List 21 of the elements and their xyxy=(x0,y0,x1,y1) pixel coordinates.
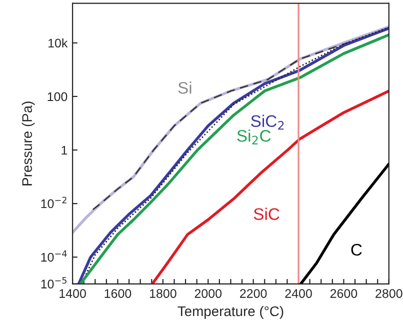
series-label: Si$_{2}$C xyxy=(237,130,271,144)
x-tick-label: 2800 xyxy=(376,289,402,298)
x-tick-label: 1800 xyxy=(150,289,176,298)
y-tick-label: 10$^{−2}$ xyxy=(41,196,66,208)
y-tick-label: 10$^{−5}$ xyxy=(41,277,66,288)
series-label: C xyxy=(351,244,362,256)
x-tick-label: 2200 xyxy=(240,289,267,298)
series-label: Si xyxy=(178,82,192,94)
series-label: SiC xyxy=(254,208,280,220)
x-tick-label: 1600 xyxy=(104,289,132,298)
x-axis-title: Temperature (°C) xyxy=(178,306,284,319)
y-tick-label: 10$^{−4}$ xyxy=(41,250,67,262)
y-tick-label: 100 xyxy=(48,92,68,102)
x-tick-label: 1400 xyxy=(60,289,86,298)
x-tick-label: 2400 xyxy=(285,289,312,298)
y-tick-label: 10k xyxy=(48,38,68,48)
x-tick-label: 2000 xyxy=(194,289,222,298)
y-tick-label: 1 xyxy=(62,146,68,155)
y-axis-title: Pressure (Pa) xyxy=(22,102,35,186)
series-label: SiC$_{2}$ xyxy=(251,114,284,130)
x-tick-label: 2600 xyxy=(330,289,358,298)
